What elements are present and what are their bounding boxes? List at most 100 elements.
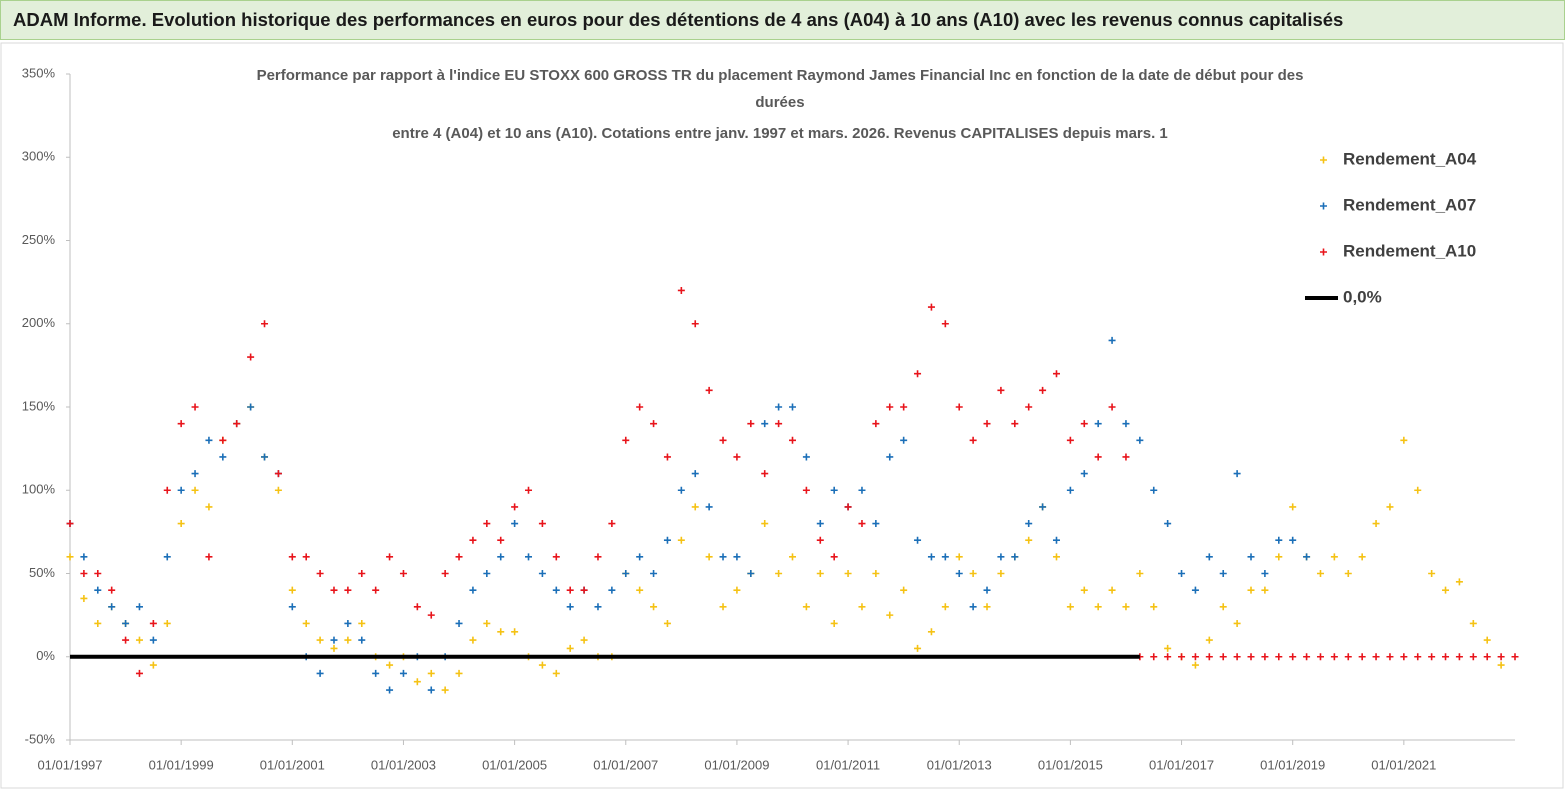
point <box>302 553 310 561</box>
point <box>705 386 713 394</box>
point <box>483 619 491 627</box>
point <box>219 436 227 444</box>
point <box>1247 553 1255 561</box>
point <box>705 503 713 511</box>
point <box>1386 653 1394 661</box>
y-tick-label: 300% <box>22 149 56 164</box>
point <box>1191 586 1199 594</box>
point <box>719 603 727 611</box>
point <box>844 503 852 511</box>
point <box>914 370 922 378</box>
point <box>872 520 880 528</box>
point <box>330 644 338 652</box>
point <box>1247 586 1255 594</box>
point <box>538 661 546 669</box>
point <box>1316 570 1324 577</box>
point <box>288 586 296 594</box>
point <box>177 420 185 428</box>
point <box>1247 653 1255 661</box>
point <box>386 686 394 694</box>
point <box>955 553 963 561</box>
point <box>566 644 574 652</box>
point <box>914 644 922 652</box>
point <box>413 678 421 686</box>
point <box>969 436 977 444</box>
point <box>830 553 838 561</box>
point <box>886 403 894 411</box>
legend-marker <box>1320 248 1327 256</box>
point <box>719 436 727 444</box>
point <box>233 420 241 428</box>
point <box>858 603 866 611</box>
point <box>80 570 88 577</box>
point <box>594 603 602 611</box>
point <box>1233 619 1241 627</box>
point <box>247 353 255 361</box>
point <box>1275 553 1283 561</box>
point <box>983 586 991 594</box>
point <box>1372 520 1380 528</box>
point <box>1275 653 1283 661</box>
point <box>1136 570 1144 577</box>
point <box>733 553 741 561</box>
point <box>900 403 908 411</box>
y-tick-label: 150% <box>22 398 56 413</box>
point <box>261 453 269 461</box>
point <box>469 586 477 594</box>
point <box>677 536 685 544</box>
point <box>580 636 588 644</box>
x-tick-label: 01/01/2011 <box>816 757 880 772</box>
point <box>427 669 435 677</box>
point <box>1191 661 1199 669</box>
point <box>135 603 143 611</box>
point <box>205 503 213 511</box>
point <box>108 603 116 611</box>
point <box>1094 603 1102 611</box>
point <box>1414 486 1422 494</box>
point <box>1469 619 1477 627</box>
point <box>830 619 838 627</box>
point <box>483 520 491 528</box>
point <box>149 661 157 669</box>
x-tick-label: 01/01/2017 <box>1149 757 1214 772</box>
point <box>1178 653 1186 661</box>
point <box>1164 520 1172 528</box>
point <box>1442 653 1450 661</box>
y-tick-label: 50% <box>29 565 55 580</box>
point <box>1455 578 1463 586</box>
point <box>872 420 880 428</box>
point <box>608 586 616 594</box>
point <box>399 570 407 577</box>
point <box>302 619 310 627</box>
point <box>1261 570 1269 577</box>
point <box>1289 503 1297 511</box>
point <box>927 303 935 311</box>
point <box>927 553 935 561</box>
point <box>1136 436 1144 444</box>
point <box>955 403 963 411</box>
y-tick-label: 100% <box>22 482 56 497</box>
x-tick-label: 01/01/2013 <box>927 757 992 772</box>
x-tick-label: 01/01/2007 <box>593 757 658 772</box>
point <box>775 420 783 428</box>
point <box>1080 470 1088 478</box>
point <box>650 603 658 611</box>
point <box>358 619 366 627</box>
point <box>997 570 1005 577</box>
chart-title: entre 4 (A04) et 10 ans (A10). Cotations… <box>392 125 1168 142</box>
point <box>1344 570 1352 577</box>
point <box>969 603 977 611</box>
point <box>122 619 130 627</box>
point <box>135 669 143 677</box>
chart-title: Performance par rapport à l'indice EU ST… <box>257 67 1304 84</box>
point <box>538 520 546 528</box>
point <box>344 619 352 627</box>
point <box>1094 453 1102 461</box>
point <box>816 520 824 528</box>
point <box>816 570 824 577</box>
x-tick-label: 01/01/2005 <box>482 757 547 772</box>
y-tick-label: -50% <box>25 731 56 746</box>
point <box>1052 370 1060 378</box>
point <box>775 570 783 577</box>
point <box>1066 436 1074 444</box>
